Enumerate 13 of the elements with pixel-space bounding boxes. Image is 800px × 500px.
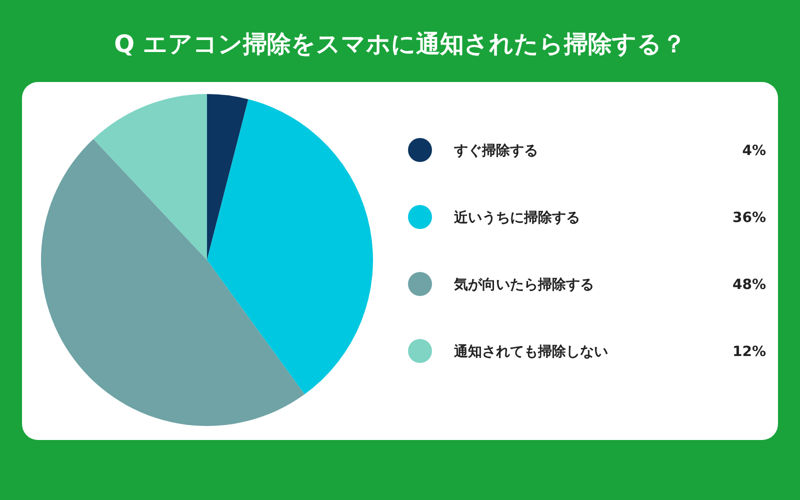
- data-label: 4%: [742, 143, 766, 159]
- data-label: 12%: [732, 344, 766, 360]
- pie-slice: [207, 94, 248, 260]
- legend-label: すぐ掃除する: [453, 143, 538, 159]
- legend-label: 近いうちに掃除する: [453, 209, 580, 226]
- data-label: 36%: [732, 210, 766, 226]
- legend-label: 通知されても掃除しない: [453, 343, 608, 360]
- pie-slice: [93, 94, 207, 260]
- pie-slice: [207, 99, 373, 394]
- data-label: 48%: [732, 277, 766, 293]
- pie-slice: [41, 138, 305, 426]
- legend-label: 気が向いたら掃除する: [453, 277, 594, 293]
- chart-title: Q エアコン掃除をスマホに通知されたら掃除する？: [114, 30, 686, 58]
